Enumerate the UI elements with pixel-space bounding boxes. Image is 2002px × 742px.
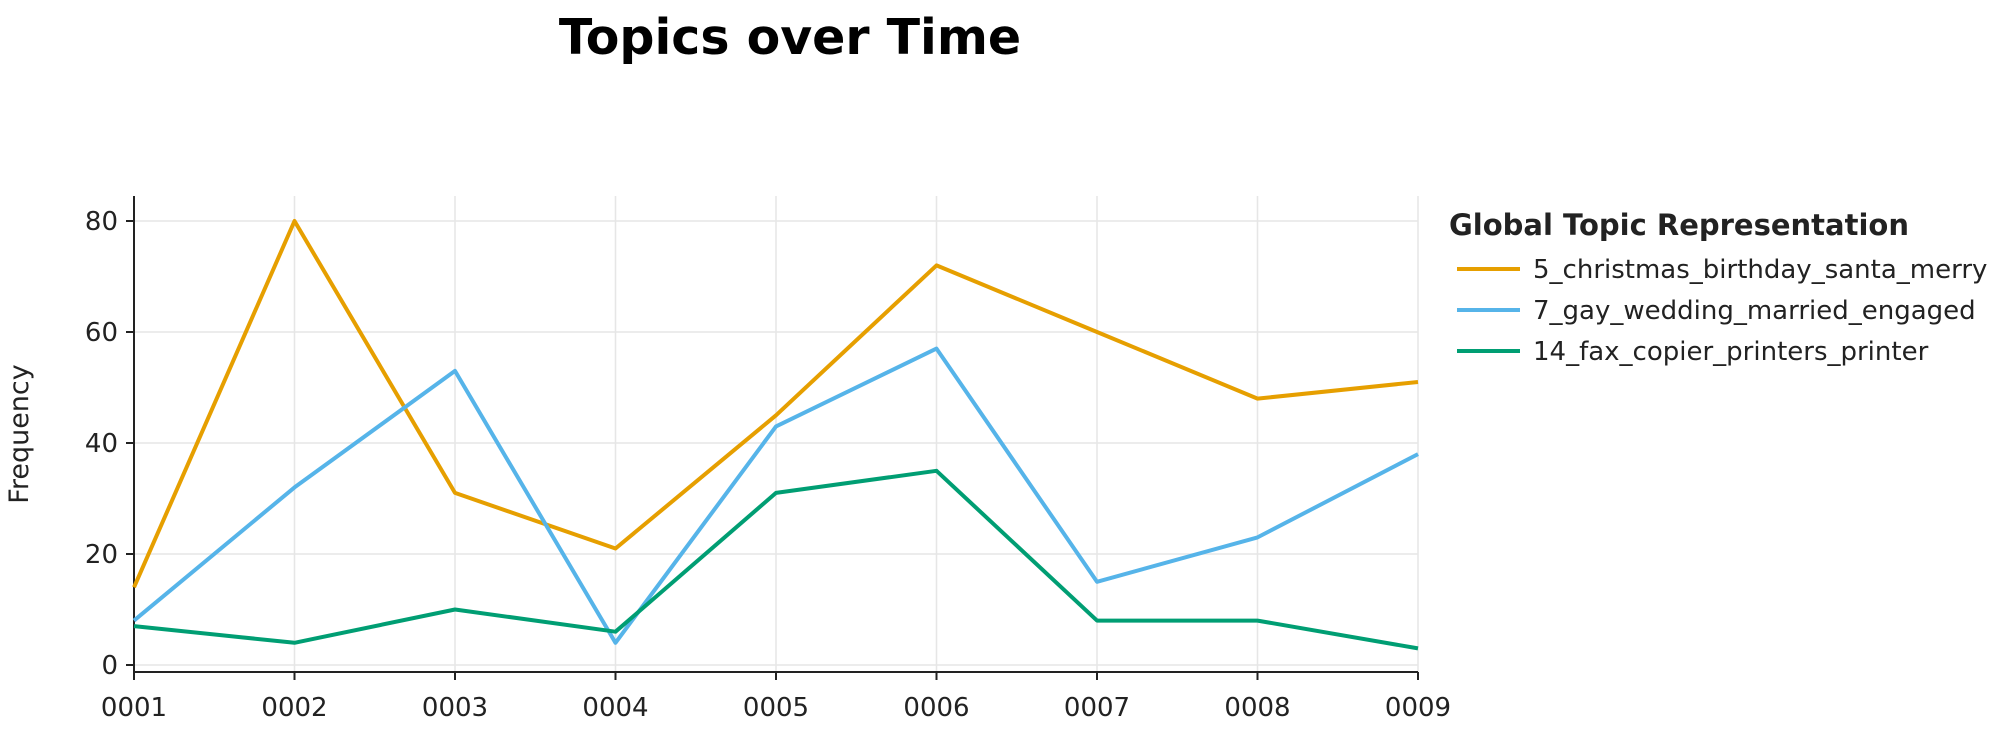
x-tick-label: 0003 xyxy=(422,693,488,723)
grid xyxy=(133,196,1419,672)
axes: 0 20 40 60 80 0001 0002 0003 0004 0005 0006 0007 000… xyxy=(85,196,1451,723)
x-tick-label: 0001 xyxy=(101,693,167,723)
y-tick-label: 60 xyxy=(85,318,118,348)
x-tick-label: 0006 xyxy=(903,693,969,723)
x-tick-label: 0002 xyxy=(261,693,327,723)
y-tick-label: 80 xyxy=(85,207,118,237)
series-line-2 xyxy=(132,346,1419,645)
y-tick-label: 40 xyxy=(85,429,118,459)
x-tick-label: 0005 xyxy=(743,693,809,723)
y-tick-label: 0 xyxy=(101,651,118,681)
x-tick-label: 0004 xyxy=(582,693,648,723)
legend-label-2[interactable]: 7_gay_wedding_married_engaged xyxy=(1533,296,1976,326)
series-line-3 xyxy=(133,468,1419,651)
x-tick-label: 0008 xyxy=(1224,693,1290,723)
legend-label-1[interactable]: 5_christmas_birthday_santa_merry xyxy=(1533,255,1987,285)
series-line-1 xyxy=(132,219,1419,589)
series-lines xyxy=(132,219,1419,651)
x-tick-label: 0009 xyxy=(1385,693,1451,723)
x-tick-label: 0007 xyxy=(1064,693,1130,723)
chart-title: Topics over Time xyxy=(559,9,1021,66)
y-tick-label: 20 xyxy=(85,540,118,570)
legend: Global Topic Representation 5_christmas_… xyxy=(1449,208,1987,367)
legend-title: Global Topic Representation xyxy=(1449,208,1909,242)
legend-label-3[interactable]: 14_fax_copier_printers_printer xyxy=(1533,337,1929,367)
y-axis-label: Frequency xyxy=(4,364,35,504)
